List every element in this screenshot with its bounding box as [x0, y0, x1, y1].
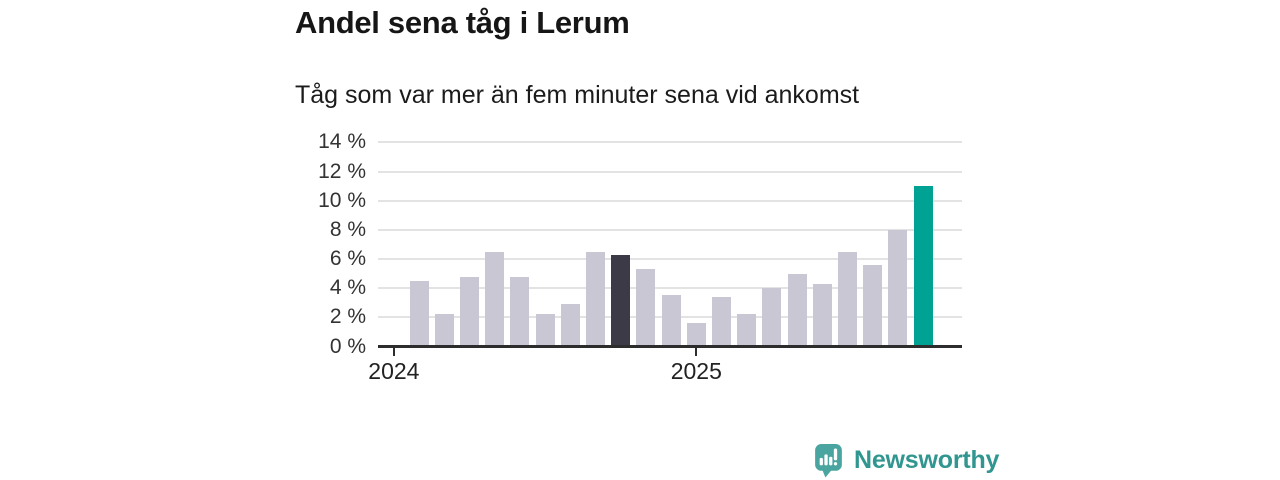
bar-2024-09	[586, 251, 605, 347]
bar-2025-05	[787, 273, 807, 347]
bar-2025-02	[712, 296, 731, 347]
bar-2024-12	[661, 295, 681, 347]
bar-2024-05	[485, 251, 505, 347]
chart-subtitle: Tåg som var mer än fem minuter sena vid …	[295, 81, 860, 109]
bar-2025-09	[888, 229, 908, 347]
bar-2024-10	[611, 254, 631, 347]
gridline-8pct	[378, 228, 962, 231]
newsworthy-speech-bubble-icon	[815, 444, 842, 478]
bar-2025-06	[812, 283, 832, 347]
bar-2024-02	[409, 280, 429, 347]
y-axis-label-14pct: 14 %	[318, 130, 366, 154]
gridline-14pct	[378, 141, 962, 144]
newsworthy-logo: Newsworthy	[814, 443, 999, 478]
y-axis-label-8pct: 8 %	[329, 217, 366, 241]
y-axis-label-12pct: 12 %	[318, 159, 366, 183]
x-axis-tick-2024	[392, 348, 395, 356]
bar-2025-04	[762, 288, 782, 347]
x-axis-label-2024: 2024	[368, 357, 420, 384]
y-axis-label-10pct: 10 %	[318, 188, 366, 212]
y-axis-label-4pct: 4 %	[329, 276, 366, 300]
gridline-12pct	[378, 170, 962, 173]
gridline-6pct	[378, 258, 962, 260]
bar-2025-08	[863, 264, 883, 347]
y-axis-label-2pct: 2 %	[329, 305, 366, 329]
bar-2025-07	[838, 251, 857, 347]
bar-2025-10	[913, 186, 933, 347]
x-axis-label-2025: 2025	[670, 357, 722, 384]
chart-title: Andel sena tåg i Lerum	[295, 5, 630, 40]
gridline-4pct	[378, 287, 962, 290]
bar-2024-03	[434, 314, 454, 347]
y-axis-label-0pct: 0 %	[329, 334, 366, 358]
x-axis-line	[378, 345, 962, 348]
bar-2024-07	[535, 314, 555, 347]
bar-2024-04	[460, 276, 479, 347]
bar-2025-03	[737, 314, 757, 347]
bar-2025-01	[686, 323, 706, 347]
y-axis-label-6pct: 6 %	[329, 247, 366, 270]
x-axis-tick-2025	[695, 348, 698, 356]
bar-2024-06	[510, 276, 530, 347]
bar-2024-11	[636, 269, 656, 347]
gridline-10pct	[378, 199, 962, 202]
newsworthy-logo-text: Newsworthy	[854, 446, 1000, 474]
bar-2024-08	[560, 304, 580, 347]
